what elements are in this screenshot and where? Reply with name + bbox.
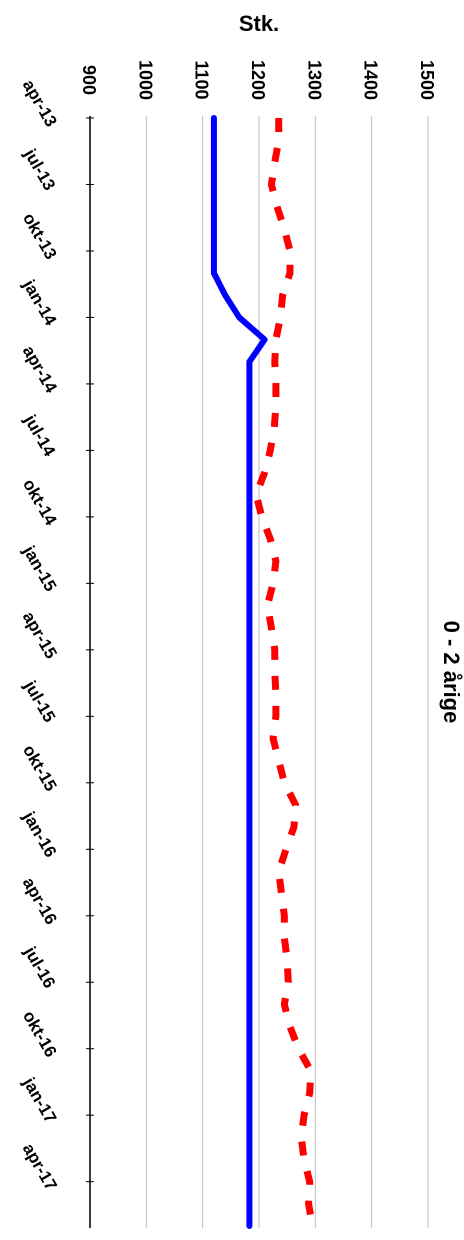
x-tick-label: jan-14 (19, 276, 61, 329)
x-tick-label: apr-17 (19, 1140, 61, 1194)
grid (89, 116, 429, 1228)
x-tick-label: apr-16 (19, 874, 61, 928)
x-tick-label: okt-14 (19, 476, 61, 529)
series (210, 115, 316, 1229)
series-line-2 (252, 118, 316, 1227)
x-tick-label: apr-15 (19, 608, 61, 662)
y-tick-label: 900 (79, 65, 99, 95)
x-tick-label: jan-16 (19, 808, 61, 861)
x-tick-label: apr-14 (19, 342, 61, 396)
x-tick-label: okt-15 (19, 742, 60, 795)
y-tick-label: 1400 (361, 60, 381, 100)
x-axis-ticks: apr-13 jul-13 okt-13 jan-14 apr-14 jul-14 okt-… (19, 76, 94, 1194)
x-tick-label: okt-13 (19, 210, 60, 263)
x-tick-label: jul-16 (20, 943, 59, 992)
x-tick-label: okt-16 (19, 1008, 60, 1061)
y-tick-label: 1000 (135, 60, 155, 100)
x-tick-label: jan-17 (19, 1074, 61, 1127)
chart-title: 0 - 2 årige (439, 621, 464, 724)
x-tick-label: jul-14 (20, 411, 59, 460)
x-tick-label: jul-15 (20, 677, 59, 726)
y-tick-label: 1500 (417, 60, 437, 100)
series-line-1 (210, 115, 268, 1229)
x-tick-label: jan-15 (19, 542, 61, 595)
y-tick-label: 1300 (304, 60, 324, 100)
x-tick-label: jul-13 (20, 145, 59, 194)
y-tick-label: 1200 (248, 60, 268, 100)
y-axis-ticks: 900 1000 1100 1200 1300 1400 1500 (79, 60, 437, 100)
y-tick-label: 1100 (192, 60, 212, 99)
x-tick-label: apr-13 (19, 76, 61, 130)
y-axis-label: Stk. (239, 11, 279, 36)
